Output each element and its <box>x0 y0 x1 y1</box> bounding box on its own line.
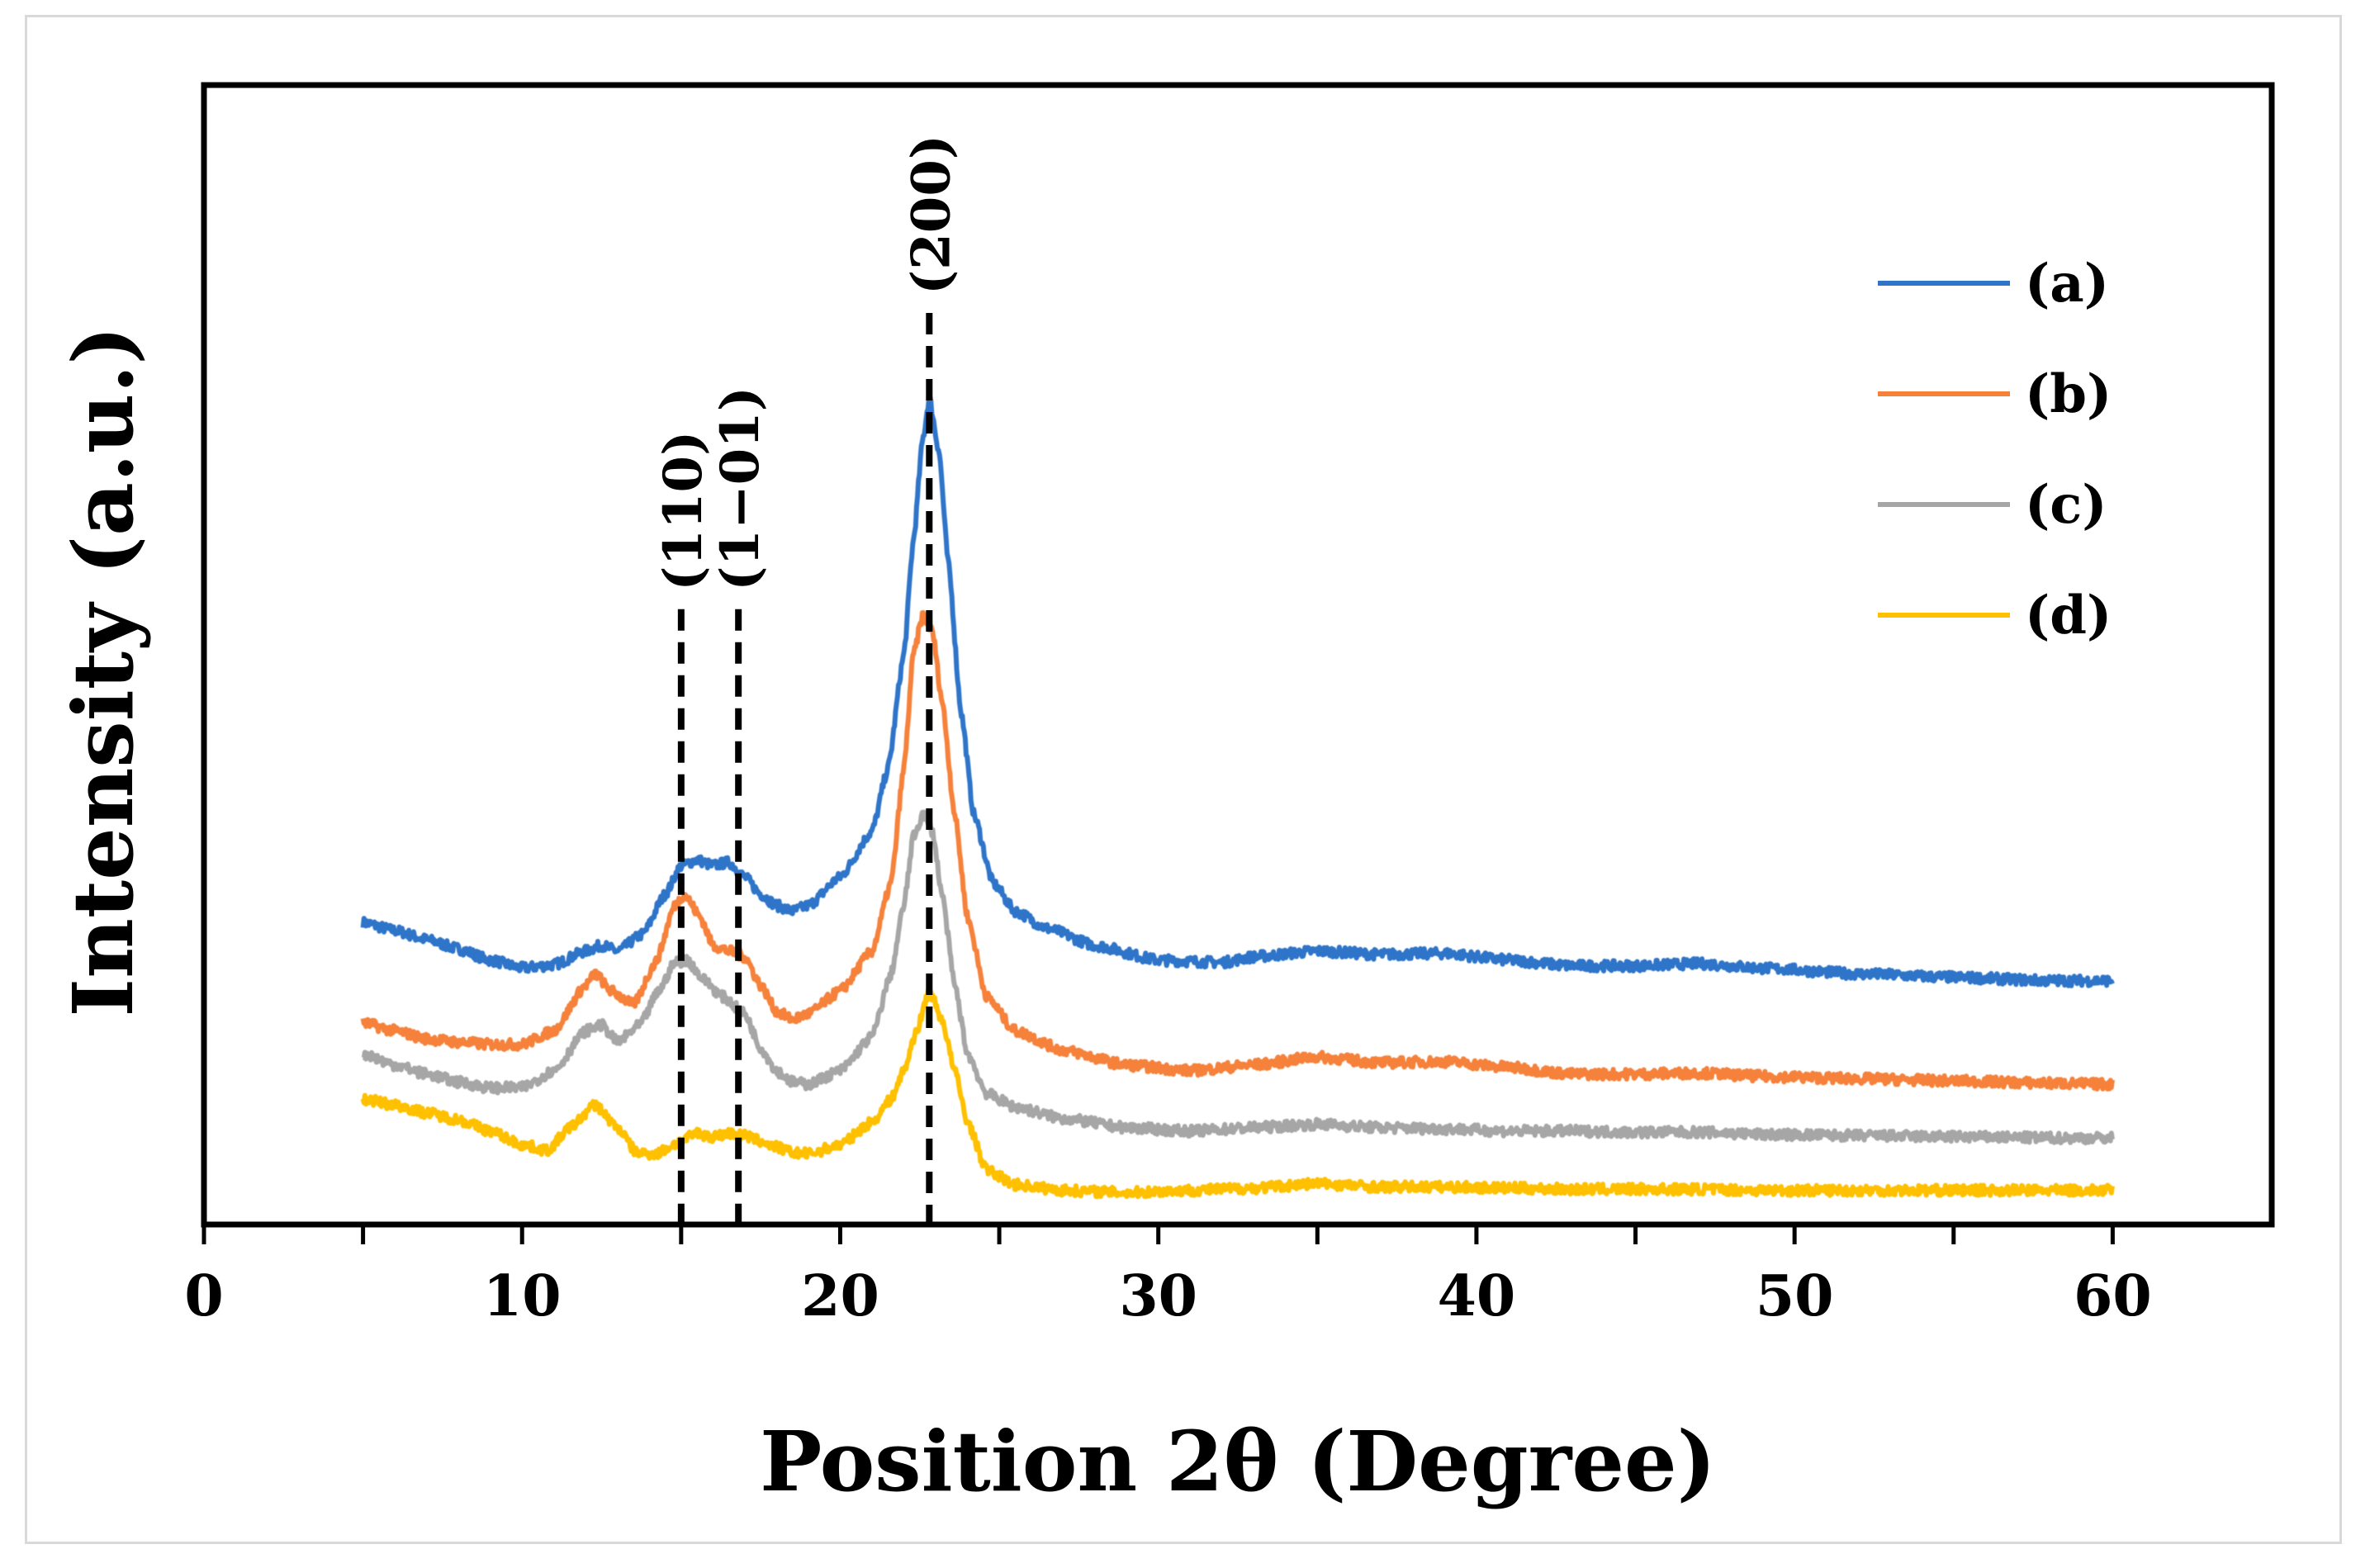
peak-label-2: (1−01) <box>709 386 771 591</box>
peak-marker-layer: (110)(1−01) (200) <box>652 135 962 1225</box>
plot-area <box>201 82 2275 1228</box>
x-tick-label: 60 <box>2074 1263 2152 1329</box>
series-line-4 <box>360 985 2115 1200</box>
legend-label-3: (c) <box>2025 474 2107 536</box>
legend: (a) (b) (c) (d) <box>1878 253 2112 647</box>
y-axis-title: Intensity (a.u.) <box>55 325 152 1016</box>
x-axis-title: Position 2θ (Degree) <box>760 1413 1716 1510</box>
peak-label-3: (200) <box>900 135 962 295</box>
legend-label-4: (d) <box>2025 585 2112 647</box>
series-line-2 <box>360 609 2115 1092</box>
series-layer <box>360 395 2115 1200</box>
x-axis-ticks: 0 10 20 30 40 50 60 <box>184 1225 2152 1329</box>
x-tick-label: 40 <box>1438 1263 1516 1329</box>
series-line-1 <box>360 395 2115 988</box>
x-tick-label: 20 <box>801 1263 879 1329</box>
peak-label-1: (110) <box>652 431 714 591</box>
figure-frame <box>25 15 2342 1544</box>
x-tick-label: 30 <box>1119 1263 1197 1329</box>
legend-label-2: (b) <box>2025 363 2112 425</box>
legend-label-1: (a) <box>2025 253 2109 315</box>
x-tick-label: 10 <box>483 1263 562 1329</box>
series-line-3 <box>361 809 2115 1146</box>
x-tick-label: 50 <box>1756 1263 1834 1329</box>
x-tick-label: 0 <box>184 1263 223 1329</box>
